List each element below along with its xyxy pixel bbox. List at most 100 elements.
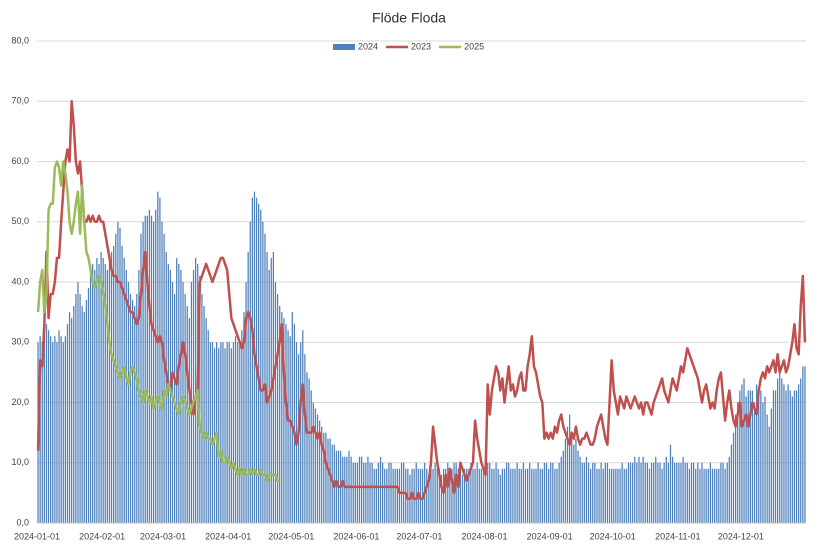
bar: [262, 221, 264, 523]
bar: [98, 263, 100, 523]
bar: [764, 396, 766, 523]
bar: [718, 468, 720, 523]
bar: [541, 468, 543, 523]
bar: [228, 342, 230, 523]
bar: [85, 300, 88, 523]
bar: [459, 468, 462, 523]
bar: [209, 342, 211, 523]
bar: [728, 456, 730, 523]
bar: [199, 275, 201, 523]
bar: [550, 462, 552, 523]
bar: [50, 336, 52, 523]
x-tick-label: 2024-05-01: [268, 531, 314, 541]
bar: [596, 468, 598, 523]
bar: [602, 468, 604, 523]
bar: [709, 462, 712, 523]
x-tick-label: 2024-10-01: [590, 531, 636, 541]
bar: [608, 468, 611, 523]
bar: [241, 330, 243, 523]
bar: [476, 462, 478, 523]
bar: [692, 462, 695, 523]
bar: [266, 251, 268, 523]
bar: [686, 462, 688, 523]
y-tick-label: 30,0: [11, 337, 29, 347]
bar: [148, 209, 151, 523]
bar: [136, 294, 138, 523]
bar: [560, 456, 562, 523]
bar: [47, 330, 50, 523]
bar: [768, 426, 770, 523]
bar: [629, 462, 632, 523]
bar: [798, 384, 800, 523]
bar: [41, 342, 43, 523]
bar: [226, 342, 228, 523]
bar: [716, 468, 718, 523]
x-tick-label: 2024-07-01: [396, 531, 442, 541]
bar: [279, 306, 281, 523]
bar: [171, 282, 174, 523]
bar: [211, 342, 214, 523]
bar: [732, 432, 735, 523]
bar: [659, 462, 661, 523]
bar: [68, 312, 71, 523]
bar: [327, 438, 329, 523]
x-tick-label: 2024-12-01: [718, 531, 764, 541]
bar: [575, 438, 577, 523]
bar: [461, 474, 464, 523]
bar: [566, 426, 569, 523]
bar: [323, 432, 325, 523]
bar: [543, 462, 546, 523]
bar: [648, 468, 651, 523]
x-tick-label: 2024-06-01: [333, 531, 379, 541]
bar: [300, 342, 302, 523]
bar: [377, 462, 380, 523]
bar: [657, 462, 659, 523]
bar: [163, 233, 165, 524]
bar: [222, 342, 224, 523]
bar: [514, 468, 516, 523]
bar: [781, 378, 783, 523]
bar: [293, 324, 296, 523]
bar: [188, 318, 190, 523]
bar: [701, 462, 703, 523]
bar: [745, 396, 747, 523]
bar: [455, 462, 457, 523]
y-tick-label: 80,0: [11, 35, 29, 45]
bar: [165, 251, 167, 523]
bar: [62, 342, 64, 523]
bar: [304, 354, 306, 523]
bar: [671, 456, 674, 523]
bar: [442, 468, 445, 523]
bar: [741, 384, 743, 523]
bar: [720, 462, 722, 523]
bar: [539, 468, 541, 523]
bar: [749, 390, 751, 523]
bar: [478, 468, 480, 523]
bar: [115, 233, 117, 524]
bar: [276, 294, 279, 523]
bar: [650, 462, 653, 523]
bar: [520, 468, 522, 523]
bar: [777, 378, 779, 523]
bar: [449, 468, 451, 523]
bar: [152, 221, 155, 523]
bar: [524, 468, 527, 523]
bar: [501, 468, 504, 523]
bar: [611, 468, 613, 523]
bar: [747, 390, 749, 523]
bar: [432, 468, 434, 523]
bar: [66, 324, 69, 523]
legend-label: 2025: [464, 41, 484, 51]
bar: [247, 251, 249, 523]
bar: [621, 462, 623, 523]
bar: [474, 468, 476, 523]
bar: [87, 288, 90, 523]
bar: [350, 456, 352, 523]
bar: [531, 468, 533, 523]
bar: [176, 257, 178, 523]
bar: [680, 462, 682, 523]
bar: [499, 474, 501, 523]
bar: [321, 426, 323, 523]
bar: [457, 468, 459, 523]
bar: [365, 462, 367, 523]
